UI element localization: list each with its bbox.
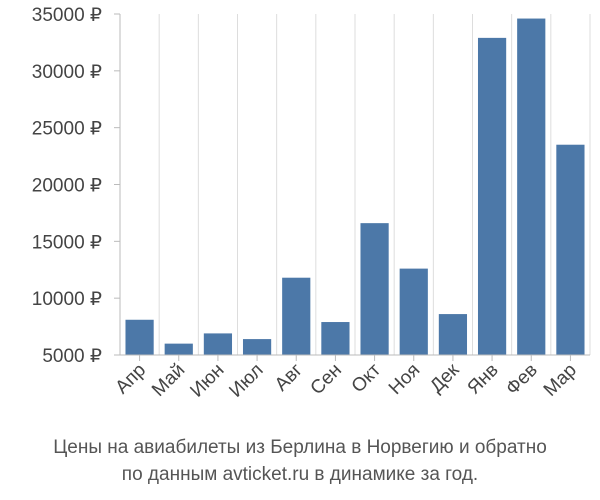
x-tick-label: Сен [307,360,346,399]
bar-chart: 5000 ₽ 10000 ₽ 15000 ₽ 20000 ₽ 25000 ₽ 30000 … [32,5,591,402]
x-tick-label: Апр [112,360,151,399]
bar-Апр [125,319,154,355]
bar-Ноя [399,268,428,355]
x-tick-label: Фев [502,360,542,400]
x-tick-label: Авг [271,360,307,396]
x-tick-label: Дек [426,359,464,397]
y-tick-label: 25000 ₽ [32,119,102,140]
x-tick-label: Окт [348,359,386,397]
y-tick-label: 35000 ₽ [32,5,102,26]
x-tick-label: Июл [225,360,267,402]
bar-Июн [203,333,233,355]
chart-caption-line2: по данным avticket.ru в динамике за год. [121,464,479,485]
y-tick-label: 10000 ₽ [32,289,102,310]
bars [125,18,585,356]
x-tick-label: Июн [186,360,228,402]
y-tick-label: 15000 ₽ [32,232,102,253]
bar-Сен [321,322,350,355]
bar-Дек [438,314,468,355]
bar-Июл [242,339,272,355]
axes [114,13,590,361]
y-tick-label: 30000 ₽ [32,62,102,83]
y-tick-labels: 5000 ₽ 10000 ₽ 15000 ₽ 20000 ₽ 25000 ₽ 30000 … [32,5,102,367]
x-tick-label: Ноя [385,360,424,399]
x-tick-label: Янв [464,360,503,399]
x-tick-label: Мар [540,360,581,401]
grid-lines [158,14,591,355]
bar-Янв [477,37,507,356]
x-tick-label: Май [148,360,189,401]
bar-Окт [360,223,389,355]
bar-Авг [282,277,311,355]
y-tick-label: 20000 ₽ [32,176,102,197]
y-tick-label: 5000 ₽ [42,346,102,367]
chart-caption-line1: Цены на авиабилеты из Берлина в Норвегию… [53,437,547,458]
bar-Май [164,343,193,355]
bar-Мар [556,144,585,355]
bar-Фев [517,18,546,356]
